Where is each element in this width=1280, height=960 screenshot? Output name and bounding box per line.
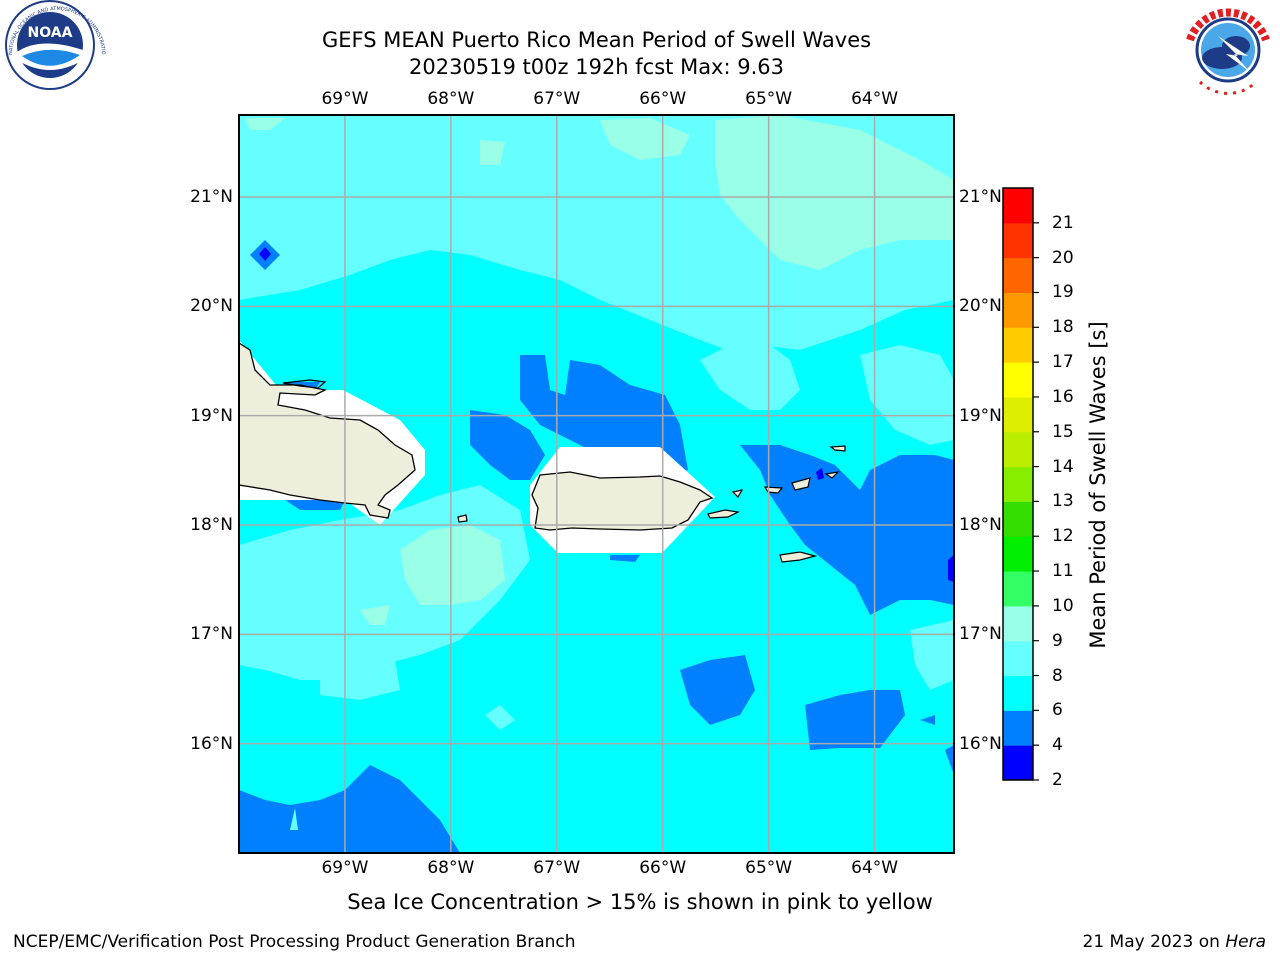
forecast-subtitle: 20230519 t00z 192h fcst Max: 9.63: [409, 55, 784, 79]
latitude-label: 16°N: [190, 733, 233, 754]
latitude-label: 21°N: [959, 187, 1002, 207]
colorbar-tick-label: 11: [1052, 561, 1074, 582]
longitude-label: 68°W: [427, 89, 475, 109]
noaa-logo: NOAA NATIONAL OCEANIC AND ATMOSPHERIC AD…: [0, 0, 106, 90]
latitude-label: 19°N: [959, 405, 1002, 426]
footer-branch-text: NCEP/EMC/Verification Post Processing Pr…: [13, 932, 576, 952]
longitude-label: 64°W: [851, 858, 899, 878]
colorbar-swatch: [1003, 605, 1033, 642]
map-gridlines: [239, 115, 954, 853]
colorbar-tick-label: 10: [1052, 595, 1074, 616]
colorbar-tick-label: 6: [1052, 700, 1063, 721]
latitude-label: 20°N: [190, 296, 233, 317]
longitude-label: 66°W: [639, 858, 687, 878]
colorbar-swatch: [1003, 466, 1033, 502]
footer-date: 21 May 2023 on Hera: [1083, 932, 1267, 952]
sea-ice-caption: Sea Ice Concentration > 15% is shown in …: [347, 890, 933, 914]
colorbar-swatch: [1003, 222, 1033, 259]
map-frame: [238, 114, 955, 854]
colorbar-tick-label: 15: [1052, 421, 1074, 442]
colorbar-tick-label: 13: [1052, 491, 1074, 512]
colorbar-tick-label: 14: [1052, 456, 1074, 477]
colorbar-tick-label: 16: [1052, 386, 1074, 407]
colorbar-tick-label: 17: [1052, 352, 1074, 373]
latitude-label: 18°N: [959, 515, 1002, 535]
colorbar-swatch: [1003, 536, 1033, 572]
latitude-label: 19°N: [190, 405, 233, 426]
latitude-label: 18°N: [190, 515, 233, 535]
longitude-label: 69°W: [321, 858, 369, 878]
latitude-label: 17°N: [190, 624, 233, 645]
colorbar-swatch: [1003, 675, 1033, 711]
longitude-label: 66°W: [639, 89, 687, 109]
colorbar-tick-label: 8: [1052, 665, 1063, 686]
latitude-label: 17°N: [959, 624, 1002, 645]
colorbar-tick-label: 12: [1052, 526, 1074, 547]
colorbar-swatch: [1003, 396, 1033, 433]
colorbar-tick-label: 20: [1052, 247, 1074, 268]
latitude-label: 20°N: [959, 296, 1002, 317]
colorbar-swatch: [1003, 571, 1033, 607]
latitude-label: 16°N: [959, 733, 1002, 754]
footer-date-text: 21 May 2023 on: [1082, 932, 1226, 952]
longitude-label: 65°W: [745, 858, 793, 878]
longitude-label: 68°W: [427, 858, 475, 878]
colorbar-tick-label: 18: [1052, 317, 1074, 338]
footer-host: Hera: [1225, 932, 1266, 952]
longitude-label: 64°W: [851, 89, 899, 109]
colorbar-tick-label: 19: [1052, 282, 1074, 303]
longitude-label: 69°W: [321, 89, 369, 109]
colorbar-tick-label: 21: [1052, 212, 1074, 233]
colorbar-swatch: [1003, 362, 1033, 398]
colorbar-tick-label: 2: [1052, 770, 1063, 790]
latitude-label: 21°N: [190, 187, 233, 207]
colorbar-swatch: [1003, 327, 1033, 363]
colorbar-tick-label: 9: [1052, 630, 1063, 651]
longitude-label: 67°W: [533, 89, 581, 109]
colorbar-swatch: [1003, 640, 1033, 677]
longitude-label: 67°W: [533, 858, 581, 878]
colorbar: [1002, 187, 1039, 781]
colorbar-frame: [1002, 187, 1034, 781]
nws-logo: [1184, 6, 1272, 95]
longitude-label: 65°W: [745, 89, 793, 109]
colorbar-swatch: [1003, 292, 1033, 328]
map-area: [239, 115, 954, 853]
colorbar-label: Mean Period of Swell Waves [s]: [1086, 321, 1110, 649]
colorbar-swatch: [1003, 710, 1033, 746]
colorbar-swatch: [1003, 745, 1033, 781]
colorbar-swatch: [1003, 188, 1033, 224]
colorbar-swatch: [1003, 501, 1033, 537]
noaa-logo-text: NOAA: [28, 25, 73, 41]
map-title: GEFS MEAN Puerto Rico Mean Period of Swe…: [321, 28, 872, 52]
colorbar-swatch: [1003, 431, 1033, 468]
colorbar-tick-label: 4: [1052, 735, 1063, 756]
colorbar-swatch: [1003, 257, 1033, 293]
